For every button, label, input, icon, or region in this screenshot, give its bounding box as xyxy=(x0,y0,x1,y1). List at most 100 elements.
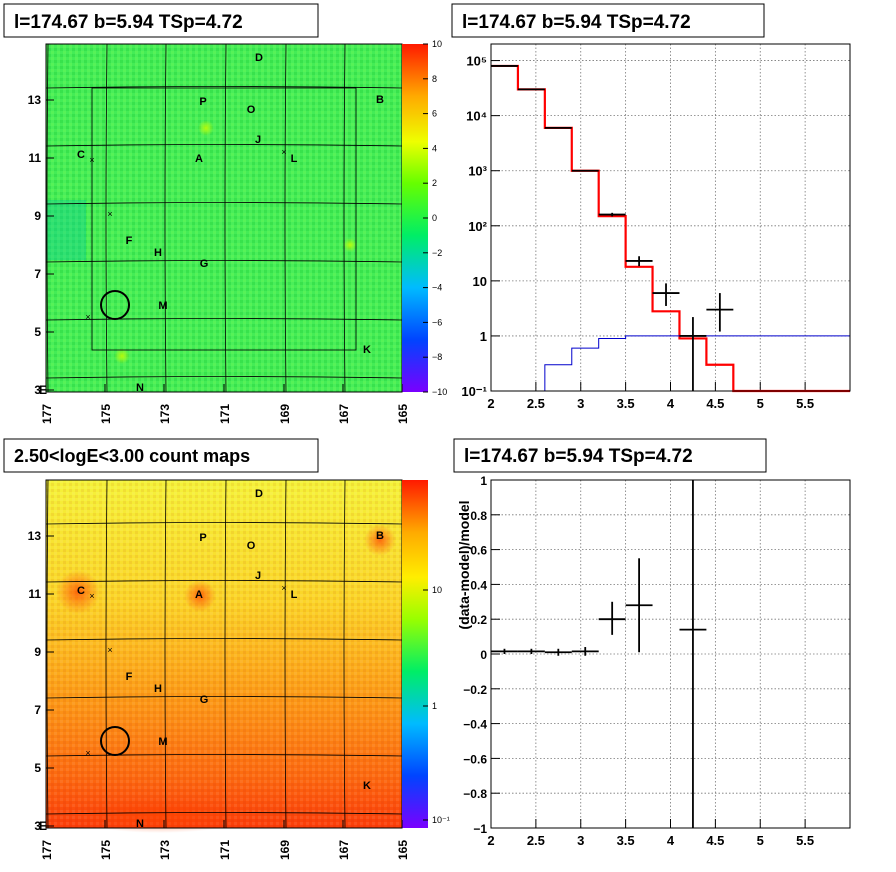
x-tick-label: 3.5 xyxy=(617,396,635,411)
x-tick-label: 177 xyxy=(40,840,54,860)
title-box xyxy=(3,438,319,473)
source-label-o: O xyxy=(247,540,256,552)
latitude-line xyxy=(45,696,403,699)
latitude-line xyxy=(45,580,403,583)
colorbar-tick-label: 8 xyxy=(432,74,437,84)
y-tick-label: 5 xyxy=(34,325,41,339)
plot-frame xyxy=(490,479,851,829)
x-tick-label: 4.5 xyxy=(706,833,724,848)
panel-title: 2.50<logE<3.00 count maps xyxy=(14,446,250,466)
count-hotspot xyxy=(364,524,396,556)
y-tick-label: −1 xyxy=(473,822,487,836)
x-tick-label: 2 xyxy=(487,396,494,411)
latitude-line xyxy=(45,144,403,147)
x-tick-label: 175 xyxy=(99,404,113,424)
y-tick-label: 0 xyxy=(480,648,487,662)
plot-area xyxy=(491,44,850,391)
y-tick-label: 0.8 xyxy=(470,509,487,523)
x-tick-label: 171 xyxy=(218,404,232,424)
y-tick-label: −0.4 xyxy=(463,718,487,732)
colorbar-tick-label: 0 xyxy=(432,213,437,223)
x-tick-label: 171 xyxy=(218,840,232,860)
longitude-line xyxy=(343,479,346,829)
source-label-k: K xyxy=(363,344,371,356)
latitude-line xyxy=(45,376,403,379)
latitude-line xyxy=(45,638,403,641)
y-axis-label: (data-model)/model xyxy=(456,500,472,629)
source-marker: × xyxy=(281,583,286,593)
target-circle xyxy=(100,726,130,756)
residual-map-image xyxy=(46,44,402,392)
x-tick-label: 173 xyxy=(158,840,172,860)
plot-frame xyxy=(490,43,851,392)
residual-hotspot xyxy=(198,120,214,136)
x-tick-label: 4.5 xyxy=(706,396,724,411)
source-label-p: P xyxy=(199,96,206,108)
colorbar-tick-label: 2 xyxy=(432,178,437,188)
colorbar-tick-label: −4 xyxy=(432,283,442,293)
source-label-g: G xyxy=(200,258,209,270)
source-label-a: A xyxy=(195,589,203,601)
longitude-line xyxy=(224,43,227,393)
residual-plot: 2 2.5 3 3.5 4 4.5 5 5.5 1 0.8 0.6 0.4 0.2 0 −0.2 −0.4 −0… xyxy=(463,474,851,848)
y-tick-label: −0.6 xyxy=(463,752,487,766)
latitude-line xyxy=(45,522,403,525)
x-tick-label: 175 xyxy=(99,840,113,860)
source-label-k: K xyxy=(363,780,371,792)
y-tick-label: 5 xyxy=(34,761,41,775)
source-marker: × xyxy=(107,645,112,655)
y-tick-label: 7 xyxy=(34,267,41,281)
y-tick-label: 1 xyxy=(480,329,487,344)
source-label-m: M xyxy=(158,736,167,748)
y-tick-label: 9 xyxy=(34,645,41,659)
coordinate-grid xyxy=(45,479,403,829)
x-tick-label: 5.5 xyxy=(796,833,814,848)
source-label-f: F xyxy=(126,235,133,247)
longitude-line xyxy=(105,479,108,829)
coordinate-grid xyxy=(45,43,403,393)
x-tick-label: 4 xyxy=(667,833,675,848)
y-tick-label: 10⁴ xyxy=(466,109,487,124)
x-tick-label: 177 xyxy=(40,404,54,424)
colorbar-tick-label: 1 xyxy=(432,701,437,711)
latitude-line xyxy=(45,754,403,757)
x-tick-label: 173 xyxy=(158,404,172,424)
colorbar-tick-label: 10 xyxy=(432,39,442,49)
longitude-line xyxy=(224,479,227,829)
x-tick-label: 3 xyxy=(577,396,584,411)
source-marker: × xyxy=(89,591,94,601)
y-tick-label: 11 xyxy=(28,587,41,601)
x-tick-label: 167 xyxy=(337,404,351,424)
source-label-c: C xyxy=(77,585,85,597)
x-tick-label: 5.5 xyxy=(796,396,814,411)
x-tick-label: 5 xyxy=(757,833,764,848)
source-marker: × xyxy=(89,155,94,165)
source-labels: D B P O J C A L F H G M K N × × × × xyxy=(77,52,384,394)
x-tick-label: 4 xyxy=(667,396,675,411)
count-hotspot xyxy=(70,797,250,833)
source-label-a: A xyxy=(195,153,203,165)
longitude-line xyxy=(46,479,49,829)
y-tick-label: 13 xyxy=(28,529,42,543)
source-label-h: H xyxy=(154,683,162,695)
panel-title: l=174.67 b=5.94 TSp=4.72 xyxy=(14,12,243,33)
source-label-j: J xyxy=(255,134,261,146)
y-tick-label: 9 xyxy=(34,209,41,223)
latitude-line xyxy=(45,260,403,263)
x-tick-label: 169 xyxy=(278,840,292,860)
longitude-line xyxy=(46,43,49,393)
panel-title: l=174.67 b=5.94 TSp=4.72 xyxy=(462,12,691,33)
source-label-f: F xyxy=(126,671,133,683)
target-circle xyxy=(100,290,130,320)
source-marker: × xyxy=(85,748,90,758)
y-tick-label: 3 xyxy=(34,819,41,833)
x-tick-label: 2 xyxy=(487,833,494,848)
model-total-step xyxy=(491,64,850,393)
longitude-line xyxy=(343,43,346,393)
source-marker: × xyxy=(107,209,112,219)
source-label-m: M xyxy=(158,300,167,312)
count-map-noise xyxy=(46,480,402,828)
y-tick-suffix: E xyxy=(39,383,47,397)
